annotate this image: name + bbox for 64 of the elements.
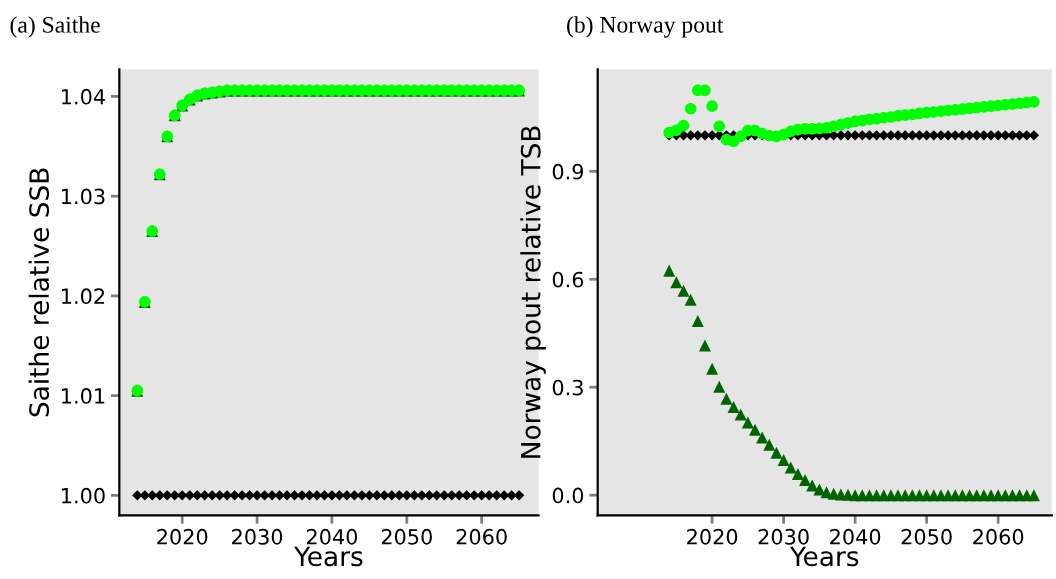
point [214,490,225,501]
x-tick-label: 2020 [157,528,208,545]
y-tick-label: 1.01 [62,388,105,404]
x-tick-label: 2060 [973,528,1024,545]
point [684,293,697,306]
point [229,490,240,501]
point [777,453,790,466]
point [506,490,517,501]
x-tick-label: 2040 [830,528,881,545]
x-tick-label: 2040 [306,528,358,545]
point [706,100,718,112]
point [727,400,740,414]
point [791,467,804,480]
point [698,339,711,352]
point [684,102,697,115]
point [1028,96,1040,108]
point [670,276,683,289]
point [749,423,762,436]
point [244,490,255,501]
point [259,490,270,501]
x-axis-title: Years [294,546,363,567]
point [677,284,690,297]
point [663,264,676,277]
point [691,314,704,328]
point [677,119,690,132]
point [784,461,797,474]
point [756,431,769,444]
point [349,490,360,501]
y-tick-label: 1.03 [62,188,105,205]
point [1027,489,1040,502]
point [491,490,502,501]
point [476,490,487,501]
point [770,446,783,459]
x-tick-label: 2030 [232,528,283,545]
chart-title: (b) Norway pout [567,16,724,38]
y-tick-label: 1.02 [62,288,105,305]
point [720,392,733,405]
y-tick-label: 1.04 [62,88,105,105]
x-tick-label: 2020 [687,528,738,545]
x-axis-title: Years [789,546,859,567]
point [713,120,726,133]
y-tick-label: 0.9 [552,163,584,180]
point [741,416,754,429]
point [334,490,345,501]
y-tick-label: 0.0 [552,487,584,504]
chart-title: (a) Saithe [10,16,100,38]
x-tick-label: 2050 [381,528,432,545]
y-tick-label: 1.00 [62,487,105,504]
point [319,490,330,501]
y-tick-label: 0.6 [552,271,584,288]
point [734,408,747,421]
point [289,490,300,501]
point [274,490,285,501]
x-tick-label: 2030 [758,528,809,545]
point [304,490,315,501]
y-axis-title: Norway pout relative TSB [520,126,546,458]
y-tick-label: 0.3 [552,379,583,396]
point [763,438,776,451]
y-axis-title: Saithe relative SSB [28,168,50,417]
point [199,490,210,501]
x-tick-label: 2050 [901,528,952,545]
x-tick-label: 2060 [456,528,507,545]
point [713,380,726,393]
point [706,362,719,375]
